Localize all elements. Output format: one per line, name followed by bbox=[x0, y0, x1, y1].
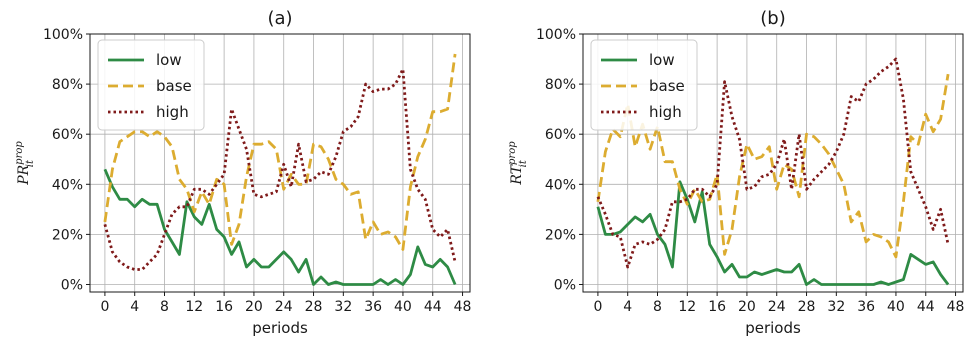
y-tick-label: 0% bbox=[61, 277, 83, 293]
y-tick-label: 60% bbox=[52, 127, 83, 143]
legend-label-base: base bbox=[649, 77, 685, 95]
x-tick-label: 28 bbox=[798, 299, 816, 315]
x-tick-label: 20 bbox=[738, 299, 756, 315]
legend-box bbox=[590, 39, 698, 131]
y-axis-label-sup: prop bbox=[507, 141, 518, 165]
y-tick-label: 40% bbox=[52, 177, 83, 193]
x-tick-label: 8 bbox=[160, 299, 169, 315]
x-tick-label: 0 bbox=[100, 299, 109, 315]
y-tick-label: 100% bbox=[536, 27, 576, 43]
legend: low base high bbox=[97, 39, 205, 131]
series-line-high bbox=[103, 67, 457, 271]
panel-a: 0 4 8 12 16 20 24 28 32 36 40 44 480%20%40%60%80%100… bbox=[14, 8, 471, 337]
x-axis-label: periods bbox=[252, 319, 308, 337]
x-axis-label: periods bbox=[745, 319, 801, 337]
plot-frame bbox=[582, 33, 964, 293]
x-tick-label: 36 bbox=[857, 299, 875, 315]
x-tick-label: 16 bbox=[708, 299, 726, 315]
x-tick-label: 20 bbox=[245, 299, 263, 315]
y-tick-label: 60% bbox=[545, 127, 576, 143]
x-tick-label: 28 bbox=[305, 299, 323, 315]
x-tick-label: 24 bbox=[768, 299, 786, 315]
x-tick-label: 40 bbox=[887, 299, 905, 315]
chart-title: (a) bbox=[267, 8, 292, 29]
x-tick-label: 4 bbox=[130, 299, 139, 315]
x-tick-label: 24 bbox=[275, 299, 293, 315]
x-tick-label: 48 bbox=[454, 299, 472, 315]
panel-b: 0 4 8 12 16 20 24 28 32 36 40 44 480%20%40%60%80%100… bbox=[507, 8, 964, 337]
series-line-base bbox=[103, 53, 457, 251]
y-tick-label: 20% bbox=[52, 227, 83, 243]
y-axis-label: PRpropit bbox=[14, 141, 36, 186]
y-axis-label-sup: prop bbox=[14, 141, 25, 165]
legend-label-base: base bbox=[156, 77, 192, 95]
x-tick-label: 32 bbox=[334, 299, 352, 315]
x-tick-label: 32 bbox=[827, 299, 845, 315]
legend-label-low: low bbox=[156, 51, 182, 69]
x-tick-label: 48 bbox=[947, 299, 965, 315]
y-axis-label: RTpropit bbox=[507, 141, 529, 186]
y-tick-label: 20% bbox=[545, 227, 576, 243]
plot-frame bbox=[89, 33, 471, 293]
legend-label-high: high bbox=[649, 103, 682, 121]
y-axis-label-sub: it bbox=[518, 159, 529, 167]
x-tick-label: 16 bbox=[215, 299, 233, 315]
x-tick-label: 0 bbox=[593, 299, 602, 315]
series-line-low bbox=[596, 180, 950, 286]
x-tick-label: 4 bbox=[623, 299, 632, 315]
y-tick-label: 0% bbox=[554, 277, 576, 293]
legend-label-low: low bbox=[649, 51, 675, 69]
legend: low base high bbox=[590, 39, 698, 131]
x-tick-label: 40 bbox=[394, 299, 412, 315]
x-tick-label: 44 bbox=[917, 299, 935, 315]
y-tick-label: 100% bbox=[43, 27, 83, 43]
y-tick-label: 80% bbox=[52, 77, 83, 93]
y-tick-label: 80% bbox=[545, 77, 576, 93]
x-tick-label: 44 bbox=[424, 299, 442, 315]
legend-label-high: high bbox=[156, 103, 189, 121]
y-axis-label-base: RT bbox=[509, 163, 525, 185]
y-axis-label-sub: it bbox=[25, 159, 36, 167]
chart-title: (b) bbox=[760, 8, 785, 29]
x-tick-label: 36 bbox=[364, 299, 382, 315]
y-axis-label-base: PR bbox=[16, 164, 32, 185]
x-tick-label: 8 bbox=[653, 299, 662, 315]
x-tick-label: 12 bbox=[185, 299, 203, 315]
legend-box bbox=[97, 39, 205, 131]
x-tick-label: 12 bbox=[678, 299, 696, 315]
y-tick-label: 40% bbox=[545, 177, 576, 193]
series-line-low bbox=[103, 168, 457, 286]
